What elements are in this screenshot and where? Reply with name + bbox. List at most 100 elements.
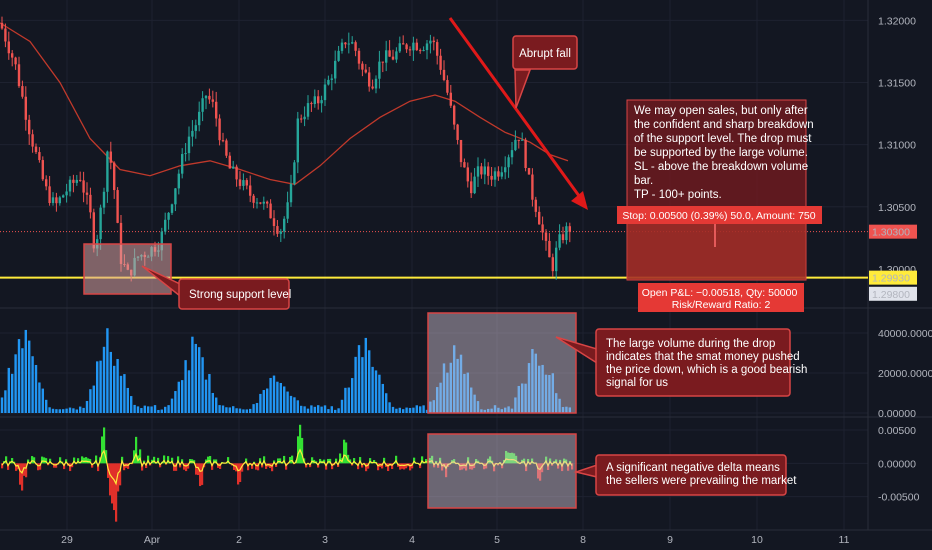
annotation-layer: Abrupt fall Strong support level We may … xyxy=(83,17,822,509)
trade-idea-text: We may open sales, but only after the co… xyxy=(634,105,817,201)
delta-bar xyxy=(339,453,342,464)
candle-body xyxy=(191,130,194,137)
volume-bar xyxy=(398,407,401,413)
candle-body xyxy=(51,197,55,204)
candle-body xyxy=(102,191,106,208)
volume-bar xyxy=(218,405,221,413)
price-tick-label: 1.30500 xyxy=(878,202,916,214)
candle-body xyxy=(313,96,316,105)
volume-bar xyxy=(279,382,282,413)
candle-body xyxy=(327,79,330,85)
volume-bar xyxy=(198,347,201,413)
volume-bar xyxy=(548,375,551,413)
candle-body xyxy=(34,146,38,153)
delta-bar xyxy=(291,455,294,464)
delta-bar xyxy=(21,463,24,491)
volume-bar xyxy=(177,381,180,413)
candle-body xyxy=(45,179,48,187)
candle-body xyxy=(453,105,456,125)
candle-body xyxy=(28,119,31,135)
candle-body xyxy=(228,155,231,169)
volume-bar xyxy=(130,396,133,413)
candle-body xyxy=(160,231,163,251)
candle-body xyxy=(167,212,170,220)
candle-body xyxy=(422,50,425,52)
delta-bar xyxy=(257,463,260,471)
candle-body xyxy=(55,197,58,204)
axes-layer: 29 Apr 2 3 4 5 8 9 10 11 1.32000 1.31500 1.31000 1.30… xyxy=(61,15,932,546)
stop-label: Stop: 0.00500 (0.39%) 50.0, Amount: 750 xyxy=(622,210,815,222)
volume-bar xyxy=(181,380,184,413)
volume-bar xyxy=(446,372,449,413)
candle-body xyxy=(436,42,439,56)
volume-bar xyxy=(419,406,422,413)
volume-bar xyxy=(391,406,395,413)
candle-body xyxy=(388,50,391,57)
delta-bar xyxy=(153,456,156,464)
delta-bar xyxy=(459,463,462,471)
volume-bar xyxy=(65,408,68,413)
volume-bar xyxy=(184,360,187,413)
delta-bar xyxy=(111,463,114,504)
volume-bar xyxy=(385,393,388,413)
callout-pointer xyxy=(514,69,532,109)
candle-body xyxy=(538,211,541,225)
candle-body xyxy=(337,50,340,61)
delta-bar xyxy=(347,454,350,464)
delta-bar xyxy=(33,457,36,464)
volume-bar xyxy=(561,407,565,413)
price-tick-label: 1.32000 xyxy=(878,15,916,27)
volume-bar xyxy=(337,408,340,413)
candle-body xyxy=(354,42,357,51)
delta-bar xyxy=(213,459,216,464)
volume-bar xyxy=(442,363,446,413)
delta-bar xyxy=(353,458,356,464)
abrupt-fall-label: Abrupt fall xyxy=(519,48,571,60)
volume-bar xyxy=(85,400,89,413)
volume-bar xyxy=(565,406,568,413)
delta-bar xyxy=(403,463,406,470)
volume-bar xyxy=(106,328,109,413)
delta-bar xyxy=(453,459,456,464)
delta-bar xyxy=(69,463,72,472)
delta-bar xyxy=(207,456,210,464)
volume-bar xyxy=(351,378,354,413)
volume-bar xyxy=(306,408,310,413)
volume-bar xyxy=(157,409,160,413)
candle-body xyxy=(272,218,276,227)
delta-bar xyxy=(289,457,292,464)
delta-bar xyxy=(507,452,510,464)
price-tick-label: 1.31000 xyxy=(878,140,916,152)
candle-body xyxy=(395,51,398,60)
delta-bar xyxy=(43,457,46,464)
candle-body xyxy=(174,188,177,205)
delta-bar xyxy=(83,457,86,464)
volume-bar xyxy=(7,367,10,413)
candle-body xyxy=(374,78,378,89)
delta-bar xyxy=(265,463,268,469)
delta-bar xyxy=(299,424,302,464)
delta-bar xyxy=(409,463,412,471)
candle-body xyxy=(565,226,568,241)
delta-bar xyxy=(199,463,202,487)
volume-bar xyxy=(504,407,507,413)
volume-bar xyxy=(119,375,123,413)
candle-body xyxy=(500,172,503,177)
volume-bar xyxy=(238,408,242,413)
volume-bar xyxy=(92,385,95,413)
volume-bar xyxy=(72,408,75,413)
candle-body xyxy=(266,201,269,204)
candle-body xyxy=(194,125,197,131)
delta-bar xyxy=(515,455,518,464)
volume-bar xyxy=(357,345,361,413)
candle-body xyxy=(75,179,78,183)
volume-bar xyxy=(317,405,320,413)
candle-body xyxy=(419,50,422,52)
candle-body xyxy=(283,218,286,232)
delta-bar xyxy=(215,459,218,464)
delta-bar xyxy=(537,463,540,479)
candle-body xyxy=(62,195,65,198)
delta-bar xyxy=(283,455,286,464)
candle-body xyxy=(11,53,14,58)
